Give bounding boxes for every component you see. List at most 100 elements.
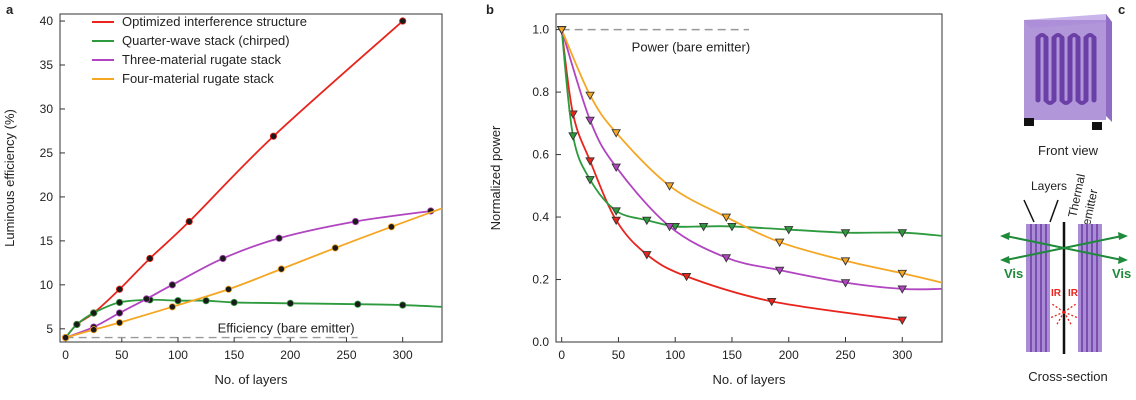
panel-a-series-3-point-6: [331, 244, 339, 252]
panel-a-series-2-point-7: [351, 217, 360, 226]
panel-b-ytick-label-2: 0.4: [532, 210, 549, 224]
front-view-side-face: [1106, 14, 1112, 122]
vis-arrowhead-left-down: [1000, 256, 1010, 264]
panel-a-series-3-point-4: [224, 285, 233, 293]
panel-b-series-0-point-7: [897, 316, 908, 326]
ir-rays: [1049, 303, 1079, 327]
panel-b-ytick-label-0: 0.0: [532, 335, 549, 349]
ir-left-label: IR: [1051, 288, 1062, 299]
panel-a-series-0-point-3: [115, 285, 124, 293]
panel-b-series-0-point-5: [681, 272, 692, 282]
panel-a-ytick-label-7: 40: [40, 14, 54, 28]
panel-a-series-2-point-6: [275, 234, 283, 242]
panel-b-xtick-label-0: 0: [558, 348, 565, 362]
panel-b-series-0-point-2: [585, 157, 595, 166]
panel-a-series-1-point-1: [73, 320, 81, 329]
panel-a-series-0-point-6: [269, 132, 278, 140]
filament-bends: [1036, 33, 1096, 105]
panel-b-series-3-point-4: [721, 213, 732, 222]
vis-rays: [1005, 235, 1123, 261]
panel-b-series-2-line: [560, 29, 943, 291]
panel-a-series-1-point-10: [399, 301, 407, 309]
panel-b-series-3-point-3: [664, 182, 675, 191]
panel-b-series-3-line: [560, 29, 943, 284]
panel-a-plot: 0 50 100 150 200 250 300 5 10 15 20 25 30 35 40 No. of …: [2, 13, 443, 387]
panel-a-series-1-point-9: [354, 300, 362, 308]
panel-a-series-2-point-3: [142, 295, 151, 303]
panel-b-series-1-point-6: [698, 222, 709, 232]
panel-b: b 0 50 100 150 200 250 300 0.0 0.2 0.4 0.6 0.8 1.0 No…: [486, 2, 943, 387]
panel-a-ytick-label-4: 25: [40, 146, 54, 160]
panel-b-ytick-label-5: 1.0: [532, 23, 549, 37]
panel-b-series-2-point-1: [585, 116, 595, 126]
panel-c-letter: c: [1118, 2, 1125, 17]
front-view-illustration: [1024, 14, 1112, 130]
panel-a-ytick-label-3: 20: [40, 190, 54, 204]
panel-b-series-1-point-9: [840, 229, 851, 238]
left-layer-stripes: [1030, 224, 1047, 352]
panel-a-series-0-point-7: [399, 17, 407, 25]
filament-coil: [1035, 35, 1097, 103]
panel-b-series-1-point-7: [727, 222, 737, 232]
panel-a-xtick-label-2: 100: [168, 348, 188, 362]
panel-a-ytick-label-0: 5: [46, 322, 53, 336]
panel-b-frame: [555, 13, 943, 343]
panel-a-series-2-point-2: [115, 309, 124, 317]
panel-a-legend-label-0: Optimized interference structure: [122, 14, 307, 29]
panel-b-series-1-point-4: [642, 216, 652, 226]
panel-b-series-3-point-7: [897, 269, 908, 279]
panel-a-series-3-point-1: [90, 326, 98, 334]
panel-b-series-2-point-6: [840, 279, 851, 288]
panel-b-series-1-point-10: [897, 229, 908, 238]
front-view-label: Front view: [1038, 143, 1099, 158]
cross-section-label: Cross-section: [1028, 369, 1107, 384]
panel-a-series-3-point-5: [277, 265, 285, 273]
panel-a-xtick-label-0: 0: [62, 348, 69, 362]
panel-b-xlabel: No. of layers: [713, 372, 786, 387]
panel-a-series-3-point-0: [62, 334, 70, 342]
panel-b-xtick-label-5: 250: [835, 348, 855, 362]
panel-b-series-1-point-1: [568, 132, 578, 141]
panel-a-xtick-label-6: 300: [393, 348, 413, 362]
panel-a-xtick-label-1: 50: [115, 348, 129, 362]
panel-a-series-1-point-5: [174, 297, 182, 305]
panel-a-series-1-point-2: [90, 309, 98, 317]
panel-b-series-0-point-3: [611, 216, 621, 226]
panel-a-series-2-point-4: [168, 281, 176, 289]
panel-a-series-1-point-6: [202, 297, 210, 305]
panel-a-series-0-point-5: [185, 217, 193, 226]
panel-a-series-3-point-7: [387, 223, 396, 231]
panel-a-ylabel: Luminous efficiency (%): [2, 109, 17, 247]
vis-arrowhead-right-up: [1118, 232, 1128, 240]
panel-b-ytick-label-4: 0.8: [532, 85, 549, 99]
panel-b-series-1-point-3: [611, 207, 621, 216]
panel-b-xtick-label-3: 150: [722, 348, 742, 362]
panel-a-series-1-point-3: [115, 298, 124, 307]
panel-b-xtick-label-2: 100: [665, 348, 685, 362]
cross-section-illustration: Layers Thermal emitter Vis Vis IR IR: [1000, 173, 1131, 354]
vis-arrowhead-right-down: [1118, 256, 1128, 264]
panel-b-xtick-label-4: 200: [779, 348, 799, 362]
panel-b-xtick-label-6: 300: [892, 348, 912, 362]
panel-b-xtick-label-1: 50: [612, 348, 626, 362]
panel-b-series-3-point-0: [556, 26, 567, 35]
panel-b-series-2-point-3: [664, 222, 675, 232]
panel-b-series-3-point-1: [585, 91, 595, 101]
panel-b-letter: b: [486, 2, 494, 17]
panel-a-xtick-label-5: 250: [336, 348, 356, 362]
panel-a-series-3-point-3: [168, 303, 176, 311]
panel-b-plot: 0 50 100 150 200 250 300 0.0 0.2 0.4 0.6 0.8 1.0 No. …: [488, 13, 943, 387]
panel-a-series-3-point-2: [115, 319, 124, 327]
panel-b-series-0-line: [560, 29, 903, 322]
panel-a-letter: a: [6, 2, 14, 17]
panel-b-series-1-point-8: [783, 226, 794, 235]
panel-a-series-3-line: [65, 207, 443, 339]
panel-a-legend-label-3: Four-material rugate stack: [122, 71, 274, 86]
panel-a-ytick-label-5: 30: [40, 102, 54, 116]
vis-left-label: Vis: [1004, 266, 1023, 281]
panel-a-reference-label: Efficiency (bare emitter): [218, 321, 355, 336]
panel-b-series-2-point-7: [897, 285, 908, 294]
panel-b-series-3-point-6: [840, 257, 851, 266]
layers-pointer: [1023, 199, 1059, 223]
